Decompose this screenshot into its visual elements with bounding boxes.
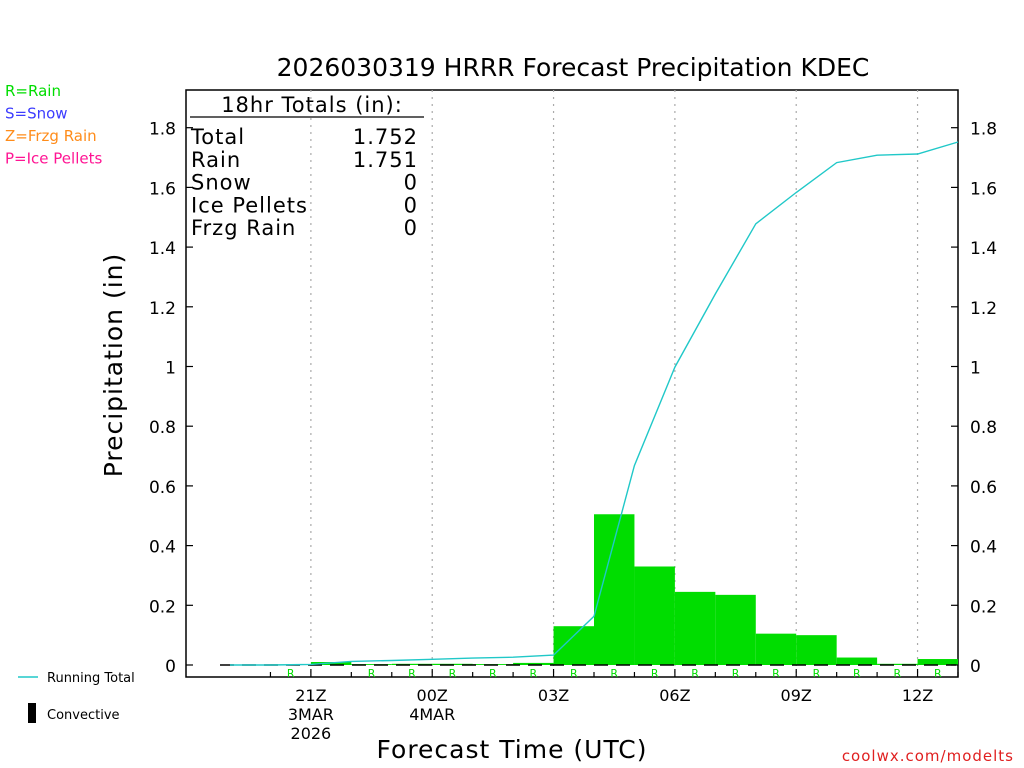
y-tick-label-left: 0.2 [149,597,176,617]
x-tick-label: 03Z [538,686,569,705]
precip-bar [917,659,958,665]
ptype-legend: R=Rain S=Snow Z=Frzg Rain P=Ice Pellets [5,82,102,168]
precip-bar [553,626,594,665]
totals-row-value: 1.752 [353,125,418,149]
precip-bar [594,514,635,665]
precip-bar [715,594,756,665]
x-tick-label: 00Z [417,686,448,705]
y-tick-label-right: 0.2 [970,597,997,617]
ptype-mark: R [570,667,578,680]
convective-legend-label: Convective [47,708,120,723]
y-tick-label-right: 0.4 [970,538,997,558]
y-tick-label-right: 1.4 [970,239,997,259]
totals-row-value: 0 [404,171,418,195]
ptype-mark: R [368,667,376,680]
ptype-legend-item: Z=Frzg Rain [5,127,97,145]
ptype-legend-item: S=Snow [5,105,68,123]
totals-row-value: 0 [404,193,418,217]
precip-bar [513,662,554,665]
y-tick-label-left: 0.8 [149,418,176,438]
y-tick-label-right: 0 [970,657,981,677]
ptype-legend-item: R=Rain [5,82,61,100]
ptype-mark: R [732,667,740,680]
ptype-mark: R [853,667,861,680]
x-tick-label: 4MAR [409,705,455,724]
series-legend: Running Total Convective [18,671,135,723]
x-axis-label: Forecast Time (UTC) [377,735,648,764]
y-tick-label-left: 1.8 [149,120,176,140]
y-tick-label-left: 0 [165,657,176,677]
ptype-legend-item: P=Ice Pellets [5,150,102,168]
ptype-mark: R [691,667,699,680]
precip-bar [351,664,392,665]
y-tick-label-left: 1.2 [149,299,176,319]
ptype-mark: R [287,667,295,680]
x-tick-label: 09Z [781,686,812,705]
totals-row-label: Total [190,125,245,149]
chart-title: 2026030319 HRRR Forecast Precipitation K… [277,53,870,82]
ptype-mark: R [610,667,618,680]
ptype-mark: R [772,667,780,680]
y-axis-left: 0 0.2 0.4 0.6 0.8 1 1.2 1.4 1.6 1.8 [149,120,193,677]
credit-text: coolwx.com/modelts [842,747,1014,765]
y-tick-label-left: 0.4 [149,538,176,558]
bar-series [220,514,958,666]
x-tick-label: 12Z [902,686,933,705]
ptype-mark: R [449,667,457,680]
y-tick-label-right: 0.8 [970,418,997,438]
totals-row-label: Rain [191,148,241,172]
ptype-mark: R [489,667,497,680]
totals-row-label: Frzg Rain [191,216,296,240]
y-axis-label: Precipitation (in) [99,253,128,478]
y-tick-label-right: 0.6 [970,478,997,498]
running-total-legend-label: Running Total [47,671,135,686]
y-axis-right: 0 0.2 0.4 0.6 0.8 1 1.2 1.4 1.6 1.8 [951,120,997,677]
totals-row-label: Ice Pellets [191,193,308,217]
precip-bar [391,663,433,665]
x-tick-label: 06Z [659,686,690,705]
y-tick-label-right: 1 [970,359,981,379]
totals-box: 18hr Totals (in): Total 1.752 Rain 1.751 Sno… [190,93,424,240]
x-tick-label: 21Z [295,686,326,705]
convective-legend-swatch [28,703,36,723]
totals-row-value: 0 [404,216,418,240]
ptype-mark: R [651,667,659,680]
running-total-line [230,141,959,666]
plot-frame [185,89,959,678]
precip-bar [877,663,918,665]
ptype-mark: R [813,667,821,680]
totals-row-value: 1.751 [353,148,418,172]
totals-row-label: Snow [191,171,252,195]
precip-bar [634,566,675,665]
precip-bar [674,591,716,665]
y-tick-label-right: 1.6 [970,179,997,199]
totals-header: 18hr Totals (in): [221,93,403,117]
y-tick-label-right: 1.8 [970,120,997,140]
y-tick-label-right: 1.2 [970,299,997,319]
precip-bar [836,657,878,665]
precip-bar [755,633,797,665]
ptype-mark: R [894,667,902,680]
ptype-mark: R [408,667,416,680]
y-tick-label-left: 0.6 [149,478,176,498]
y-tick-label-left: 1 [165,359,176,379]
precip-bar [796,635,837,665]
x-tick-label: 2026 [291,724,332,743]
ptype-mark: R [530,667,538,680]
y-tick-label-left: 1.6 [149,179,176,199]
y-tick-label-left: 1.4 [149,239,176,259]
x-tick-label: 3MAR [288,705,334,724]
ptype-mark: R [934,667,942,680]
